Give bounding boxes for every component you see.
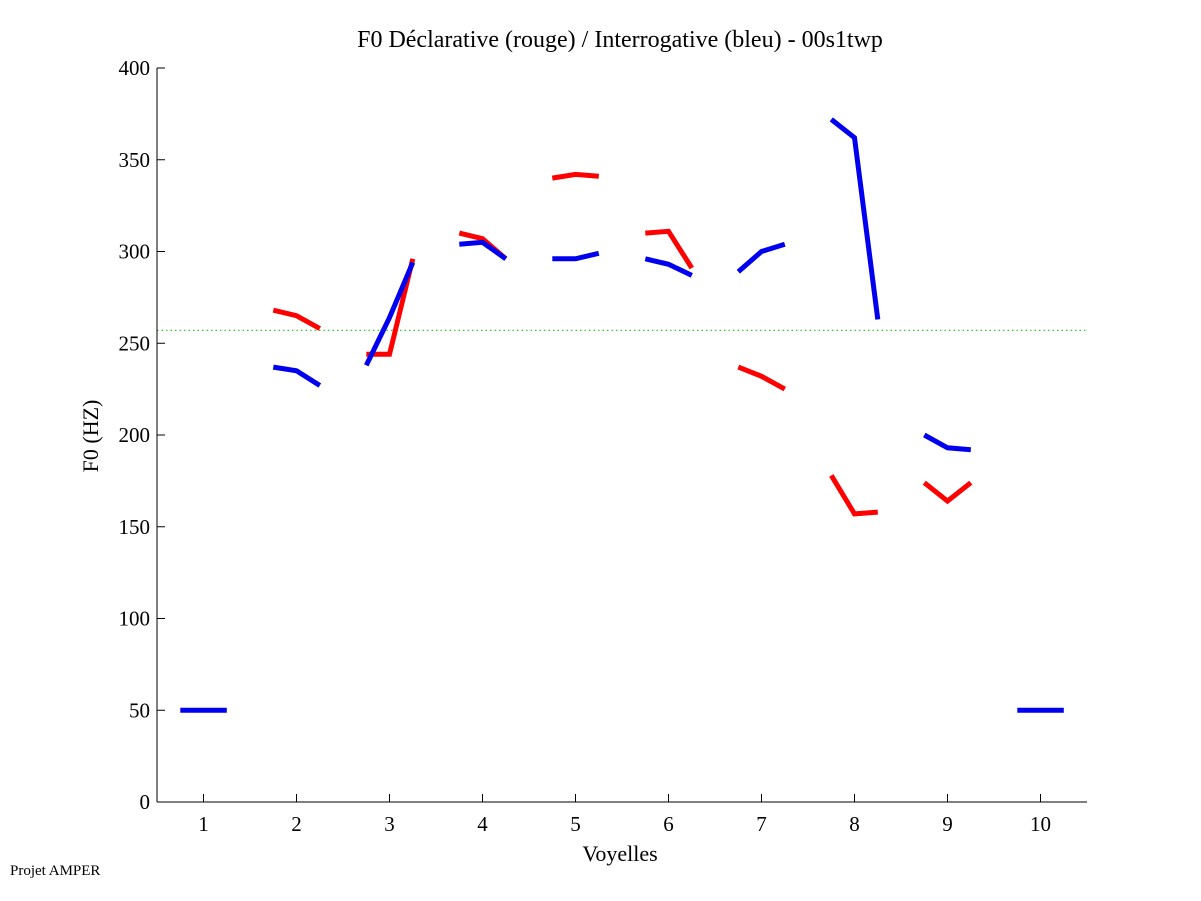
y-tick-label-250: 250 bbox=[119, 331, 151, 355]
x-tick-label-10: 10 bbox=[1030, 812, 1051, 836]
interrogative-segment-vowel-7 bbox=[736, 241, 786, 274]
y-tick-label-400: 400 bbox=[119, 56, 151, 80]
interrogative-segment-vowel-5 bbox=[552, 250, 600, 262]
interrogative-segment-vowel-6 bbox=[644, 256, 693, 278]
interrogative-segment-vowel-8 bbox=[829, 117, 881, 320]
series-layer bbox=[180, 117, 1064, 713]
y-tick-label-100: 100 bbox=[119, 607, 151, 631]
x-tick-label-8: 8 bbox=[849, 812, 860, 836]
x-tick-label-5: 5 bbox=[570, 812, 581, 836]
y-tick-label-0: 0 bbox=[140, 790, 151, 814]
x-axis-label: Voyelles bbox=[582, 841, 657, 866]
y-tick-label-150: 150 bbox=[119, 515, 151, 539]
interrogative-segment-vowel-4 bbox=[459, 239, 508, 261]
déclarative-segment-vowel-8 bbox=[829, 474, 878, 517]
y-axis-label: F0 (HZ) bbox=[78, 400, 103, 473]
y-tick-label-300: 300 bbox=[119, 240, 151, 264]
x-tick-label-1: 1 bbox=[198, 812, 209, 836]
footer-credit: Projet AMPER bbox=[10, 863, 101, 879]
y-tick-label-200: 200 bbox=[119, 423, 151, 447]
déclarative-segment-vowel-5 bbox=[551, 171, 600, 181]
x-tick-label-7: 7 bbox=[756, 812, 767, 836]
x-tick-label-9: 9 bbox=[942, 812, 953, 836]
x-tick-label-6: 6 bbox=[663, 812, 674, 836]
déclarative-segment-vowel-2 bbox=[272, 307, 322, 331]
y-tick-label-350: 350 bbox=[119, 148, 151, 172]
interrogative-segment-vowel-9 bbox=[923, 432, 972, 453]
ticks: 0 50 100 150 200 250 300 350 400 1 2 3 4 5 6 7 8 9 10 bbox=[119, 56, 1052, 836]
x-tick-label-2: 2 bbox=[291, 812, 302, 836]
axes bbox=[156, 68, 1087, 803]
déclarative-segment-vowel-6 bbox=[645, 228, 694, 270]
y-tick-label-50: 50 bbox=[129, 698, 150, 722]
déclarative-segment-vowel-7 bbox=[737, 364, 787, 392]
x-tick-label-3: 3 bbox=[384, 812, 395, 836]
interrogative-segment-vowel-3 bbox=[364, 261, 416, 367]
interrogative-segment-vowel-2 bbox=[272, 364, 322, 388]
déclarative-segment-vowel-9 bbox=[922, 480, 973, 505]
x-tick-label-4: 4 bbox=[477, 812, 488, 836]
chart-title: F0 Déclarative (rouge) / Interrogative (… bbox=[357, 27, 883, 53]
